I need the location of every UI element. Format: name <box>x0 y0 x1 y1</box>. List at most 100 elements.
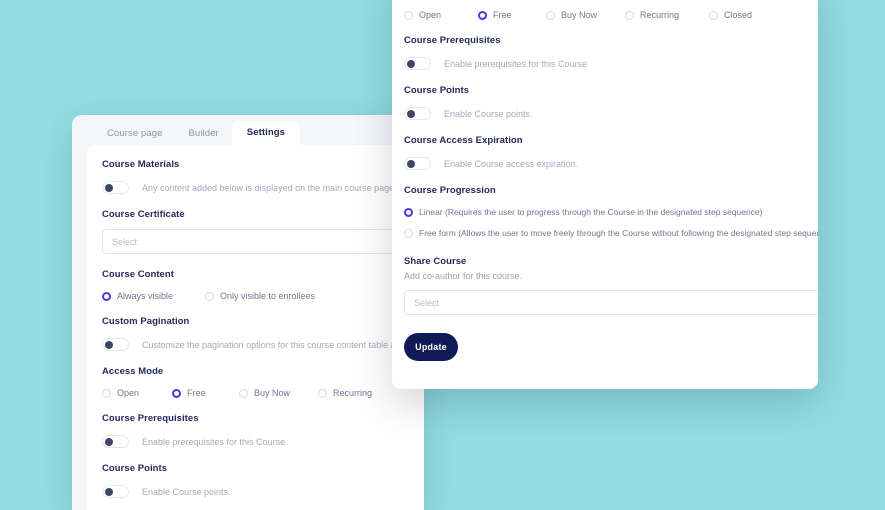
radio-buy-now-back-label: Buy Now <box>254 388 291 398</box>
course-points-toggle-row: Enable Course points. <box>404 107 818 120</box>
settings-panel-back: Course Materials Any content added below… <box>87 145 424 510</box>
settings-panel-front: Access Mode Open Free Buy Now Recurring <box>404 0 818 361</box>
course-progression-label: Course Progression <box>404 185 496 196</box>
radio-only-visible-enrollees-dot <box>205 291 214 301</box>
radio-free-form-dot <box>404 228 413 238</box>
course-points-toggle-text-back: Enable Course points. <box>142 486 231 497</box>
radio-buy-now-dot <box>546 10 555 20</box>
course-access-expiration-label: Course Access Expiration <box>404 135 523 146</box>
course-materials-toggle-text: Any content added below is displayed on … <box>142 182 395 193</box>
course-access-expiration-toggle-text: Enable Course access expiration. <box>444 158 579 169</box>
tab-settings[interactable]: Settings <box>231 121 301 145</box>
radio-only-visible-enrollees[interactable]: Only visible to enrollees <box>205 291 315 301</box>
field-course-points: Course Points Enable Course points. <box>404 85 818 120</box>
field-course-points-back: Course Points Enable Course points. <box>102 463 424 498</box>
radio-closed[interactable]: Closed <box>709 10 752 20</box>
course-prerequisites-toggle-back[interactable] <box>102 435 129 448</box>
radio-closed-dot <box>709 10 718 20</box>
course-points-label-back: Course Points <box>102 463 168 474</box>
radio-closed-label: Closed <box>724 10 753 20</box>
radio-open-label: Open <box>419 10 442 20</box>
access-mode-radio-group: Open Free Buy Now Recurring Closed <box>404 10 818 20</box>
radio-recurring-back-label: Recurring <box>333 388 373 398</box>
access-mode-radio-group-back: Open Free Buy Now Recurring <box>102 388 424 398</box>
course-prerequisites-toggle-text: Enable prerequisites for this Course <box>444 58 588 69</box>
share-course-label: Share Course <box>404 256 467 267</box>
course-materials-toggle[interactable] <box>102 181 129 194</box>
share-course-select[interactable]: Select <box>404 290 818 315</box>
course-certificate-select[interactable]: Select <box>102 229 424 254</box>
radio-free-dot <box>478 10 487 20</box>
tab-course-page-label: Course page <box>107 128 163 139</box>
radio-linear-dot <box>404 207 413 217</box>
course-prerequisites-toggle[interactable] <box>404 57 431 70</box>
course-prerequisites-label-back: Course Prerequisites <box>102 413 199 424</box>
tab-builder-label: Builder <box>188 128 219 139</box>
course-points-toggle-row-back: Enable Course points. <box>102 485 424 498</box>
radio-linear[interactable]: Linear (Requires the user to progress th… <box>404 207 818 217</box>
radio-free-back-label: Free <box>187 388 206 398</box>
tab-course-page[interactable]: Course page <box>94 128 176 145</box>
radio-recurring-dot <box>625 10 634 20</box>
course-settings-detail-card: Access Mode Open Free Buy Now Recurring <box>392 0 818 389</box>
radio-open-back[interactable]: Open <box>102 388 172 398</box>
radio-open-dot <box>404 10 413 20</box>
radio-free[interactable]: Free <box>478 10 546 20</box>
share-course-sublabel: Add co-author for this course. <box>404 271 523 281</box>
field-course-prerequisites: Course Prerequisites Enable prerequisite… <box>404 35 818 70</box>
radio-free-label: Free <box>493 10 512 20</box>
radio-recurring-back[interactable]: Recurring <box>318 388 372 398</box>
radio-buy-now[interactable]: Buy Now <box>546 10 625 20</box>
tab-settings-label: Settings <box>246 127 286 138</box>
radio-recurring-back-dot <box>318 388 327 398</box>
radio-open-back-dot <box>102 388 111 398</box>
course-access-expiration-toggle[interactable] <box>404 157 431 170</box>
course-prerequisites-toggle-row-back: Enable prerequisites for this Course <box>102 435 424 448</box>
tab-builder[interactable]: Builder <box>176 128 232 145</box>
field-course-certificate: Course Certificate Select <box>102 209 424 254</box>
course-points-toggle-back[interactable] <box>102 485 129 498</box>
radio-open[interactable]: Open <box>404 10 478 20</box>
course-settings-page-card: Course page Builder Settings Course Mate… <box>72 115 424 510</box>
course-prerequisites-toggle-text-back: Enable prerequisites for this Course <box>142 436 286 447</box>
course-points-label: Course Points <box>404 85 470 96</box>
radio-always-visible[interactable]: Always visible <box>102 291 205 301</box>
course-materials-label: Course Materials <box>102 159 180 170</box>
radio-always-visible-label: Always visible <box>117 291 174 301</box>
radio-recurring[interactable]: Recurring <box>625 10 709 20</box>
course-prerequisites-label: Course Prerequisites <box>404 35 501 46</box>
field-course-access-expiration: Course Access Expiration Enable Course a… <box>404 135 818 170</box>
radio-buy-now-back[interactable]: Buy Now <box>239 388 318 398</box>
radio-free-back[interactable]: Free <box>172 388 239 398</box>
field-course-content: Course Content Always visible Only visib… <box>102 269 424 301</box>
field-custom-pagination: Custom Pagination Customize the paginati… <box>102 316 424 351</box>
course-certificate-label: Course Certificate <box>102 209 185 220</box>
radio-free-form[interactable]: Free form (Allows the user to move freel… <box>404 228 818 238</box>
share-course-placeholder: Select <box>414 297 440 308</box>
field-share-course: Share Course Add co-author for this cour… <box>404 256 818 315</box>
course-content-label: Course Content <box>102 269 174 280</box>
custom-pagination-toggle-text: Customize the pagination options for thi… <box>142 339 413 350</box>
radio-free-form-label: Free form (Allows the user to move freel… <box>419 228 818 238</box>
radio-free-back-dot <box>172 388 181 398</box>
course-access-expiration-toggle-row: Enable Course access expiration. <box>404 157 818 170</box>
radio-linear-label: Linear (Requires the user to progress th… <box>419 207 763 217</box>
course-prerequisites-toggle-row: Enable prerequisites for this Course <box>404 57 818 70</box>
radio-buy-now-back-dot <box>239 388 248 398</box>
field-course-materials: Course Materials Any content added below… <box>102 159 424 194</box>
access-mode-label-back: Access Mode <box>102 366 164 377</box>
field-course-prerequisites-back: Course Prerequisites Enable prerequisite… <box>102 413 424 448</box>
course-content-radio-group: Always visible Only visible to enrollees <box>102 291 424 301</box>
course-materials-toggle-row: Any content added below is displayed on … <box>102 181 424 194</box>
custom-pagination-toggle[interactable] <box>102 338 129 351</box>
course-points-toggle-text: Enable Course points. <box>444 108 533 119</box>
radio-open-back-label: Open <box>117 388 140 398</box>
custom-pagination-toggle-row: Customize the pagination options for thi… <box>102 338 424 351</box>
tab-bar: Course page Builder Settings <box>72 115 424 145</box>
field-access-mode: Access Mode Open Free Buy Now Recurring <box>404 0 818 20</box>
radio-buy-now-label: Buy Now <box>561 10 598 20</box>
radio-always-visible-dot <box>102 291 111 301</box>
field-course-progression: Course Progression Linear (Requires the … <box>404 185 818 238</box>
update-button[interactable]: Update <box>404 333 458 361</box>
course-points-toggle[interactable] <box>404 107 431 120</box>
